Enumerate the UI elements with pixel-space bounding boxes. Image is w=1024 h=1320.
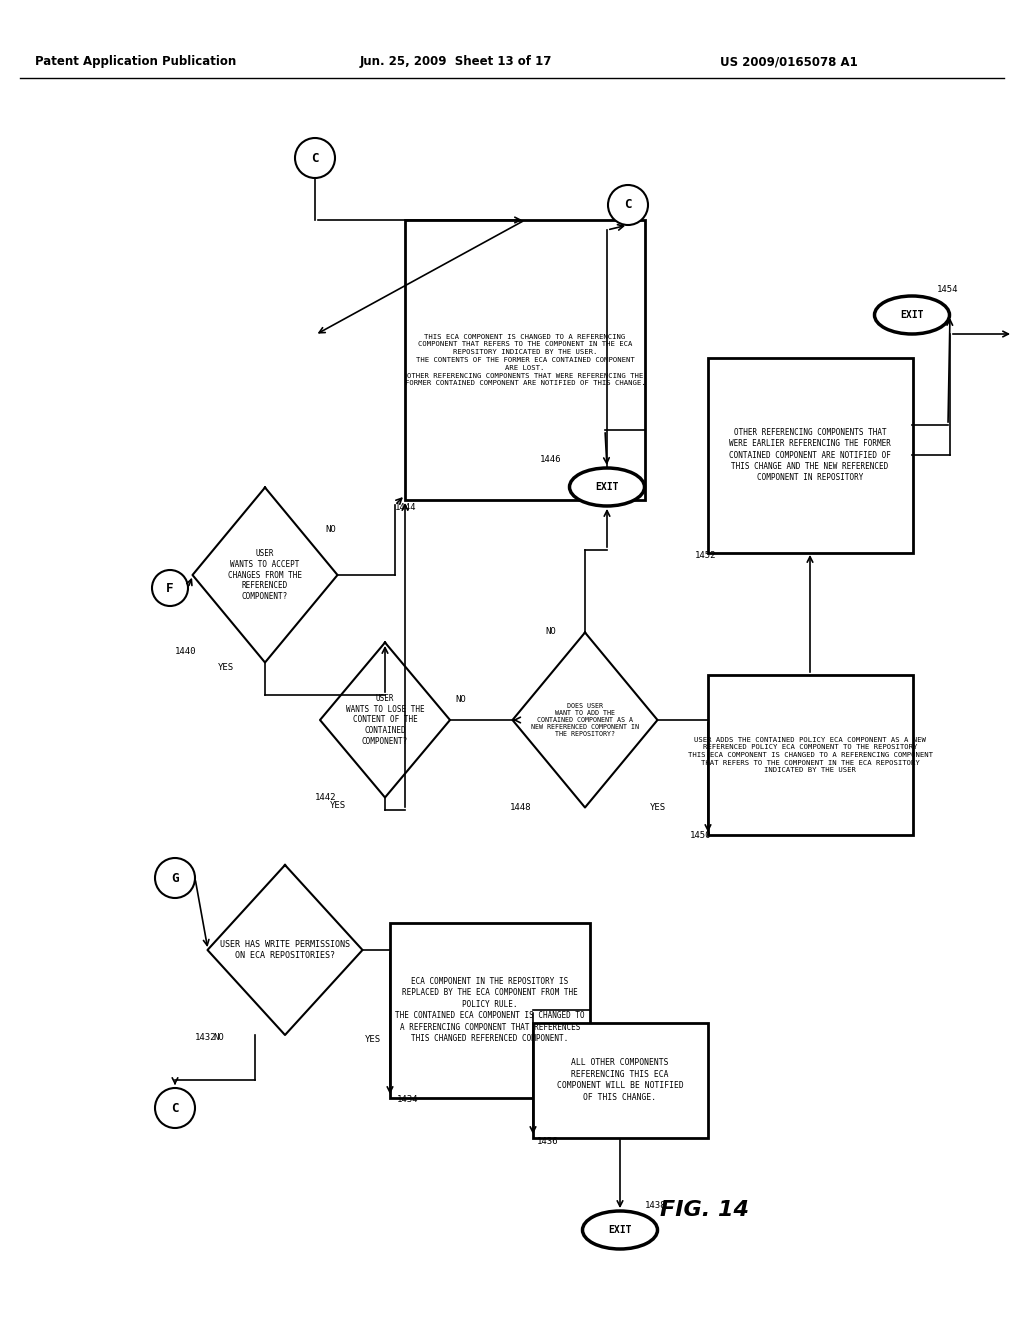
Text: C: C	[625, 198, 632, 211]
Text: OTHER REFERENCING COMPONENTS THAT
WERE EARLIER REFERENCING THE FORMER
CONTAINED : OTHER REFERENCING COMPONENTS THAT WERE E…	[729, 428, 891, 482]
Ellipse shape	[874, 296, 949, 334]
Text: YES: YES	[365, 1035, 381, 1044]
Polygon shape	[193, 487, 338, 663]
Text: DOES USER
WANT TO ADD THE
CONTAINED COMPONENT AS A
NEW REFERENCED COMPONENT IN
T: DOES USER WANT TO ADD THE CONTAINED COMP…	[531, 702, 639, 738]
FancyBboxPatch shape	[532, 1023, 708, 1138]
Polygon shape	[208, 865, 362, 1035]
Text: USER
WANTS TO LOSE THE
CONTENT OF THE
CONTAINED
COMPONENT?: USER WANTS TO LOSE THE CONTENT OF THE CO…	[346, 694, 424, 746]
Text: ALL OTHER COMPONENTS
REFERENCING THIS ECA
COMPONENT WILL BE NOTIFIED
OF THIS CHA: ALL OTHER COMPONENTS REFERENCING THIS EC…	[557, 1059, 683, 1102]
Text: YES: YES	[218, 664, 234, 672]
Text: EXIT: EXIT	[608, 1225, 632, 1236]
Text: G: G	[171, 871, 179, 884]
Circle shape	[295, 139, 335, 178]
Text: Jun. 25, 2009  Sheet 13 of 17: Jun. 25, 2009 Sheet 13 of 17	[360, 55, 552, 69]
Text: 1436: 1436	[537, 1138, 558, 1147]
Text: 1448: 1448	[510, 804, 531, 813]
Text: Patent Application Publication: Patent Application Publication	[35, 55, 237, 69]
Text: NO: NO	[455, 696, 466, 705]
Text: 1434: 1434	[397, 1096, 419, 1105]
FancyBboxPatch shape	[390, 923, 590, 1097]
Text: C: C	[171, 1101, 179, 1114]
Circle shape	[152, 570, 188, 606]
Text: USER HAS WRITE PERMISSIONS
ON ECA REPOSITORIES?: USER HAS WRITE PERMISSIONS ON ECA REPOSI…	[220, 940, 350, 960]
Text: EXIT: EXIT	[900, 310, 924, 319]
Text: FIG. 14: FIG. 14	[660, 1200, 749, 1220]
Text: F: F	[166, 582, 174, 594]
Text: ECA COMPONENT IN THE REPOSITORY IS
REPLACED BY THE ECA COMPONENT FROM THE
POLICY: ECA COMPONENT IN THE REPOSITORY IS REPLA…	[395, 977, 585, 1043]
Text: USER
WANTS TO ACCEPT
CHANGES FROM THE
REFERENCED
COMPONENT?: USER WANTS TO ACCEPT CHANGES FROM THE RE…	[228, 549, 302, 601]
Ellipse shape	[583, 1210, 657, 1249]
Polygon shape	[319, 643, 450, 797]
Text: USER ADDS THE CONTAINED POLICY ECA COMPONENT AS A NEW
REFERENCED POLICY ECA COMP: USER ADDS THE CONTAINED POLICY ECA COMPO…	[687, 737, 933, 774]
Circle shape	[155, 1088, 195, 1129]
Text: THIS ECA COMPONENT IS CHANGED TO A REFERENCING
COMPONENT THAT REFERS TO THE COMP: THIS ECA COMPONENT IS CHANGED TO A REFER…	[404, 334, 645, 387]
Text: US 2009/0165078 A1: US 2009/0165078 A1	[720, 55, 858, 69]
Text: 1446: 1446	[540, 455, 561, 465]
Polygon shape	[512, 632, 657, 808]
Text: 1432: 1432	[195, 1034, 216, 1043]
Text: 1450: 1450	[690, 830, 712, 840]
FancyBboxPatch shape	[708, 358, 912, 553]
Text: 1452: 1452	[695, 550, 717, 560]
Text: 1454: 1454	[937, 285, 958, 294]
FancyBboxPatch shape	[406, 220, 645, 500]
Text: 1440: 1440	[175, 648, 197, 656]
Text: NO: NO	[325, 525, 336, 535]
Circle shape	[155, 858, 195, 898]
Text: 1444: 1444	[395, 503, 417, 512]
Text: C: C	[311, 152, 318, 165]
Text: NO: NO	[545, 627, 556, 636]
Text: 1442: 1442	[315, 793, 337, 803]
Text: 1438: 1438	[645, 1200, 667, 1209]
Text: YES: YES	[330, 800, 346, 809]
Text: EXIT: EXIT	[595, 482, 618, 492]
Text: YES: YES	[650, 804, 667, 813]
Ellipse shape	[569, 469, 644, 506]
Text: NO: NO	[213, 1034, 224, 1043]
Circle shape	[608, 185, 648, 224]
FancyBboxPatch shape	[708, 675, 912, 836]
